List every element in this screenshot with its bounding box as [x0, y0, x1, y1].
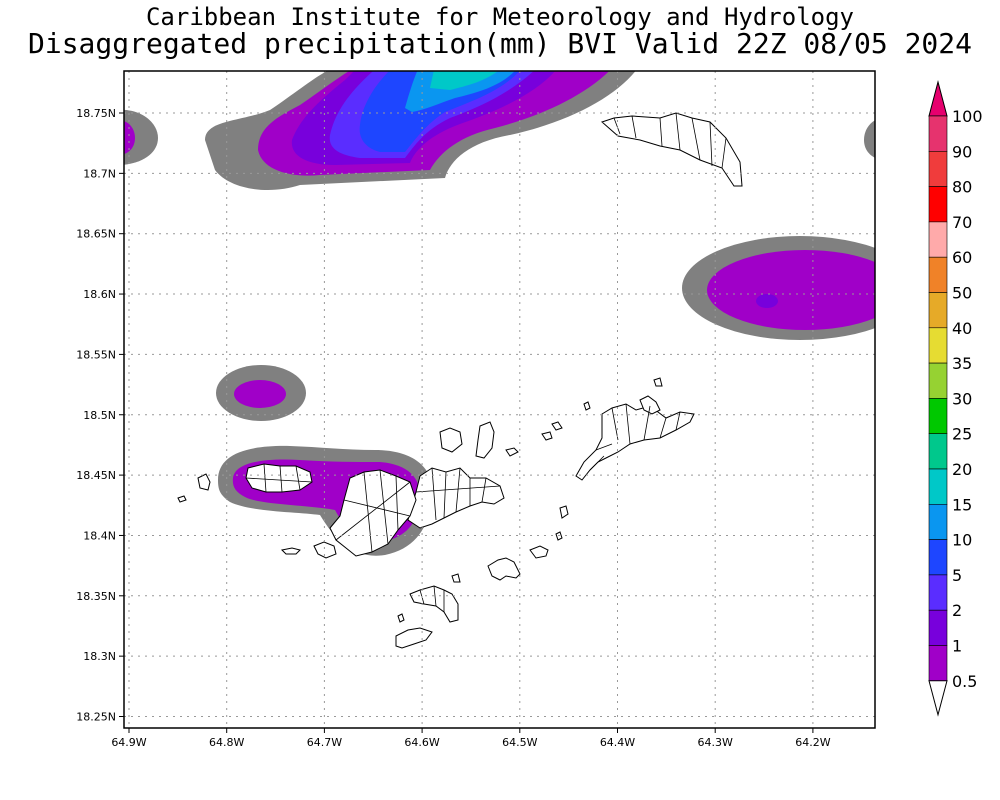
legend-label: 0.5: [952, 672, 977, 691]
legend-label: 30: [952, 389, 972, 408]
legend-label: 70: [952, 213, 972, 232]
precip-shade-top-blue: [359, 71, 520, 152]
island-small-10: [551, 421, 563, 431]
legend-swatch: [928, 503, 948, 540]
island-small-6: [653, 377, 663, 387]
tick-label-lon: 64.8W: [209, 736, 244, 749]
legend-label: 50: [952, 284, 972, 303]
island-small-1: [313, 541, 337, 559]
legend-swatch: [928, 362, 948, 399]
grid-lines: [124, 71, 875, 728]
legend-bottom-arrow: [928, 680, 948, 717]
color-legend: 100 90 80 70 60 50 40 35 30 25 20 15 10 5 2 1 0.5: [928, 80, 983, 717]
legend-swatch: [928, 398, 948, 434]
precip-shade-small-magenta: [234, 380, 286, 408]
legend-swatch: [928, 186, 948, 223]
island-small-13: [583, 401, 591, 411]
island-small-14: [397, 613, 405, 623]
tick-label-lat: 18.5N: [83, 409, 116, 422]
legend-swatch: [928, 433, 948, 470]
legend-swatch: [928, 151, 948, 187]
legend-label: 100: [952, 107, 983, 126]
island-jost-van-dyke: [439, 427, 463, 453]
island-norman: [409, 585, 459, 623]
legend-label: 15: [952, 495, 972, 514]
tick-label-lon: 64.9W: [111, 736, 146, 749]
island-small-7: [559, 505, 569, 519]
legend-swatch: [928, 645, 948, 682]
legend-swatch: [928, 539, 948, 576]
tick-label-lat: 18.4N: [83, 529, 116, 542]
tick-label-lon: 64.2W: [795, 736, 830, 749]
island-small-4: [177, 495, 187, 503]
precip-shade-topright-grey: [864, 120, 875, 158]
precip-shade-left-magenta: [124, 121, 135, 154]
tick-label-lat: 18.7N: [83, 167, 116, 180]
longitude-axis: 64.9W 64.8W 64.7W 64.6W 64.5W 64.4W 64.3W 64.2W: [111, 728, 831, 749]
legend-label: 10: [952, 531, 972, 550]
chart-subtitle: Disaggregated precipitation(mm) BVI Vali…: [27, 27, 972, 60]
island-parish-lines: [245, 112, 727, 612]
island-st-thomas: [245, 463, 313, 493]
legend-label: 1: [952, 637, 962, 656]
legend-label: 35: [952, 354, 972, 373]
legend-swatch: [928, 609, 948, 646]
island-small-3: [197, 473, 211, 491]
precip-shade-top-teal: [430, 71, 498, 90]
tick-label-lon: 64.7W: [307, 736, 342, 749]
legend-label: 25: [952, 425, 972, 444]
island-small-11: [541, 431, 553, 441]
tick-label-lon: 64.6W: [404, 736, 439, 749]
island-small-12: [505, 447, 519, 457]
tick-label-lon: 64.4W: [600, 736, 635, 749]
tick-label-lat: 18.65N: [76, 228, 116, 241]
tick-label-lat: 18.75N: [76, 107, 116, 120]
legend-label: 90: [952, 142, 972, 161]
legend-label: 40: [952, 319, 972, 338]
tick-label-lat: 18.25N: [76, 711, 116, 724]
legend-swatch: [928, 115, 948, 152]
tick-label-lat: 18.45N: [76, 469, 116, 482]
latitude-axis: 18.75N 18.7N 18.65N 18.6N 18.55N 18.5N 18.45N 1…: [76, 107, 124, 724]
precip-shade-right-magenta: [707, 250, 875, 330]
precip-shade-left-grey: [124, 109, 158, 165]
legend-swatch: [928, 292, 948, 329]
legend-swatch: [928, 468, 948, 505]
legend-label: 2: [952, 601, 962, 620]
legend-label: 20: [952, 460, 972, 479]
legend-label: 5: [952, 566, 962, 585]
chart-title: Caribbean Institute for Meteorology and …: [145, 3, 854, 31]
legend-swatch: [928, 256, 948, 293]
island-small-5: [639, 395, 661, 415]
tick-label-lon: 64.3W: [698, 736, 733, 749]
legend-swatch: [928, 574, 948, 611]
tick-label-lon: 64.5W: [502, 736, 537, 749]
island-anegada: [601, 112, 743, 187]
tick-label-lat: 18.35N: [76, 590, 116, 603]
legend-swatch: [928, 221, 948, 258]
island-virgin-gorda: [575, 403, 695, 481]
precip-fields: [124, 71, 875, 556]
legend-label: 60: [952, 248, 972, 267]
legend-swatch: [928, 327, 948, 364]
plot-frame: [123, 70, 876, 729]
island-ginger: [529, 545, 549, 559]
island-small-2: [280, 547, 301, 555]
tick-label-lat: 18.3N: [83, 650, 116, 663]
legend-label: 80: [952, 178, 972, 197]
legend-top-arrow: [928, 80, 948, 117]
precip-shade-right-purple: [756, 294, 778, 308]
island-small-9: [451, 573, 461, 583]
island-cooper: [487, 557, 521, 581]
island-guana: [475, 421, 495, 459]
island-peter: [395, 627, 433, 649]
island-small-8: [555, 531, 563, 541]
tick-label-lat: 18.6N: [83, 288, 116, 301]
tick-label-lat: 18.55N: [76, 348, 116, 361]
